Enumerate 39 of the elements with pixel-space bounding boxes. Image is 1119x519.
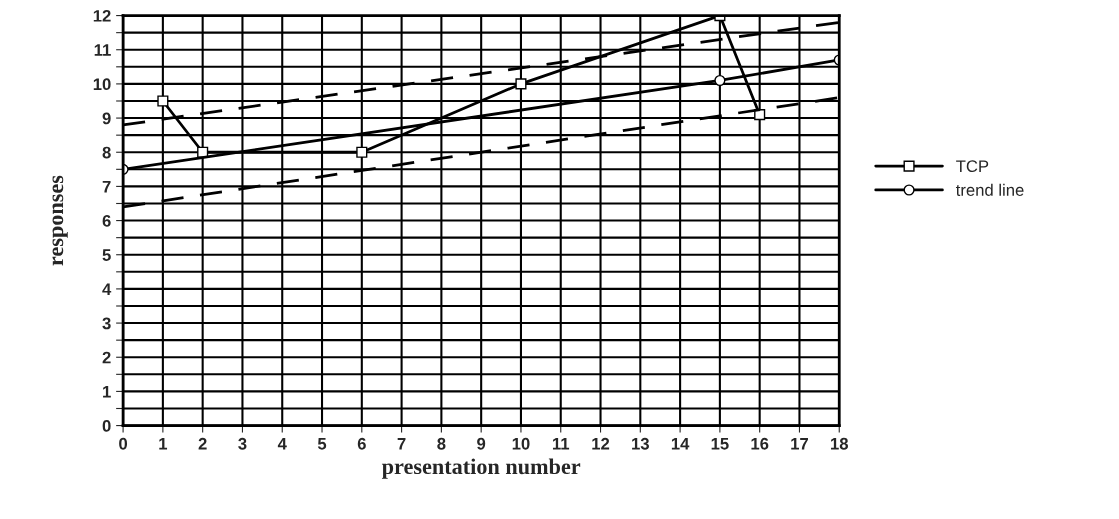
y-tick-label: 2 <box>102 351 111 364</box>
x-tick-label: 7 <box>397 438 406 450</box>
y-axis-title: responses <box>52 175 68 266</box>
y-tick-label: 5 <box>102 249 111 261</box>
x-tick-label: 6 <box>357 437 366 450</box>
x-tick-label: 2 <box>198 437 207 450</box>
point <box>515 78 527 90</box>
x-tick-label: 18 <box>831 437 849 450</box>
y-tick-label: 11 <box>94 44 111 56</box>
x-tick-label: 9 <box>477 437 486 450</box>
x-tick-label: 10 <box>512 437 530 450</box>
x-tick-label: 1 <box>159 438 168 450</box>
y-tick-label: 12 <box>93 9 111 22</box>
legend-label: TCP <box>956 160 989 173</box>
x-tick-label: 13 <box>632 437 649 450</box>
point <box>157 95 169 107</box>
x-tick-label: 0 <box>119 437 128 450</box>
x-tick-label: 17 <box>791 438 808 450</box>
x-tick-label: 5 <box>317 438 327 450</box>
x-tick-label: 15 <box>711 438 729 450</box>
y-tick-label: 9 <box>102 112 111 125</box>
point <box>356 146 368 158</box>
y-tick-label: 10 <box>93 78 111 91</box>
x-tick-label: 3 <box>238 437 247 450</box>
x-tick-label: 16 <box>751 437 769 450</box>
x-tick-label: 8 <box>437 437 446 450</box>
x-axis-title: presentation number <box>381 458 581 479</box>
y-tick-label: 6 <box>102 214 111 227</box>
x-tick-label: 12 <box>592 437 610 450</box>
legend-label: trend line <box>955 183 1024 196</box>
x-tick-label: 4 <box>277 438 287 450</box>
y-tick-label: 8 <box>102 146 111 159</box>
y-tick-label: 0 <box>102 419 111 432</box>
x-tick-label: 14 <box>671 438 690 450</box>
y-tick-label: 7 <box>102 180 111 193</box>
y-tick-label: 1 <box>103 385 111 398</box>
x-tick-label: 11 <box>552 438 570 450</box>
y-tick-label: 4 <box>102 283 112 295</box>
y-tick-label: 3 <box>102 317 111 330</box>
